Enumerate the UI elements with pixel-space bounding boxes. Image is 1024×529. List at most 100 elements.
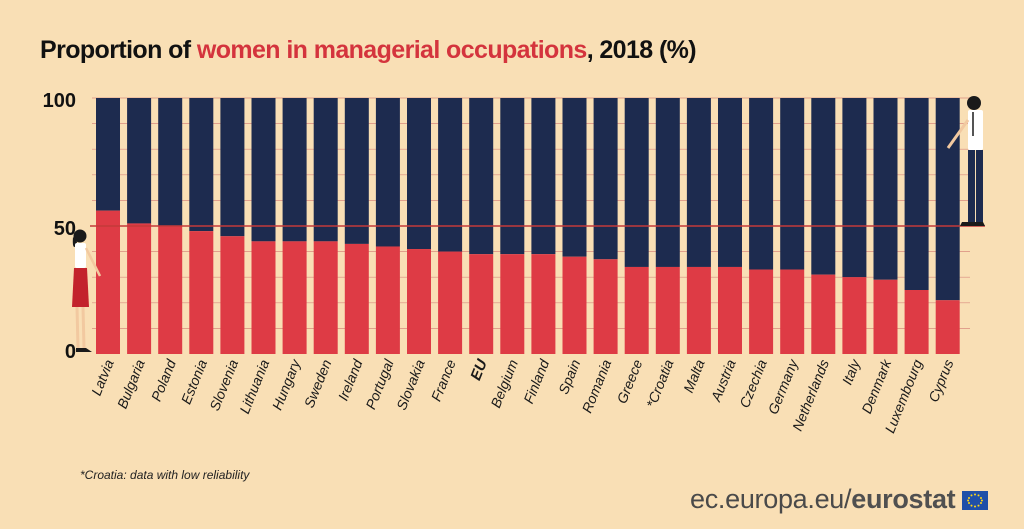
bar-women xyxy=(127,223,152,354)
bar-women xyxy=(158,226,183,354)
bar-men xyxy=(500,98,525,255)
bar-men xyxy=(562,98,587,257)
bar-men xyxy=(220,98,245,237)
y-axis: 0 50 100 xyxy=(43,90,76,363)
x-tick-label: Slovenia xyxy=(206,357,241,413)
title-suffix: , 2018 (%) xyxy=(586,36,697,64)
x-tick-label: Lithuania xyxy=(236,357,272,416)
x-tick-label: Hungary xyxy=(269,356,304,412)
bar-men xyxy=(469,98,494,255)
x-tick-label: Malta xyxy=(680,357,708,395)
x-tick-label: Italy xyxy=(839,356,864,387)
bar-women xyxy=(189,231,214,354)
chart-title: Proportion of women in managerial occupa… xyxy=(40,36,697,65)
bar-men xyxy=(158,98,183,226)
x-tick-label: EU xyxy=(467,356,491,383)
bar-women xyxy=(562,256,587,354)
x-tick-label: Sweden xyxy=(301,357,335,410)
man-figure xyxy=(946,96,985,226)
bar-women xyxy=(220,236,245,354)
x-tick-label: *Croatia xyxy=(643,357,677,410)
eu-flag-icon xyxy=(962,491,988,510)
bar-women xyxy=(935,300,960,354)
y-tick-label: 0 xyxy=(65,341,76,363)
x-tick-label: Slovakia xyxy=(393,357,428,412)
source-link[interactable]: ec.europa.eu/eurostat xyxy=(690,484,956,515)
x-tick-label: Portugal xyxy=(362,356,397,411)
bar-women xyxy=(500,254,525,354)
bar-women xyxy=(842,277,867,354)
bar-women xyxy=(313,241,338,354)
bar-women xyxy=(593,259,618,354)
bars xyxy=(96,98,960,354)
bar-men xyxy=(904,98,929,290)
bar-men xyxy=(127,98,152,224)
bar-men xyxy=(282,98,307,242)
x-tick-label: Cyprus xyxy=(925,357,956,404)
bar-men xyxy=(655,98,680,267)
bar-women xyxy=(96,210,120,354)
x-tick-label: Austria xyxy=(707,357,739,405)
x-tick-label: Belgium xyxy=(487,357,521,410)
bar-women xyxy=(873,279,898,354)
bar-women xyxy=(655,266,680,354)
y-tick-label: 50 xyxy=(54,218,76,240)
bar-men xyxy=(686,98,711,267)
x-tick-label: Poland xyxy=(148,356,180,404)
bar-women xyxy=(811,274,836,354)
x-tick-label: Romania xyxy=(579,357,615,415)
bar-women xyxy=(344,243,369,354)
bar-men xyxy=(189,98,214,232)
title-highlight: women in managerial occupations xyxy=(196,36,587,64)
x-tick-label: Estonia xyxy=(178,357,210,406)
bar-women xyxy=(624,266,649,354)
bar-men xyxy=(251,98,276,242)
bar-men xyxy=(407,98,431,250)
bar-women xyxy=(282,241,307,354)
x-tick-label: Spain xyxy=(555,357,583,396)
bar-women xyxy=(718,266,742,354)
bar-women xyxy=(686,266,711,354)
bar-women xyxy=(375,246,400,354)
source-domain: ec.europa.eu/ xyxy=(690,484,852,514)
bar-women xyxy=(469,254,494,354)
x-tick-label: Germany xyxy=(765,356,802,416)
title-prefix: Proportion of xyxy=(40,36,197,64)
bar-women xyxy=(904,290,929,354)
y-tick-label: 100 xyxy=(43,90,76,112)
x-tick-label: Denmark xyxy=(858,356,894,416)
bar-men xyxy=(438,98,463,252)
x-tick-label: France xyxy=(428,357,459,404)
bar-men xyxy=(593,98,618,260)
bar-women xyxy=(531,254,556,354)
x-tick-label: Czechia xyxy=(736,357,770,410)
woman-figure xyxy=(72,229,102,352)
x-tick-label: Bulgaria xyxy=(114,357,148,411)
bar-women xyxy=(407,249,431,354)
bar-men xyxy=(624,98,649,267)
bar-men xyxy=(873,98,898,280)
bar-men xyxy=(780,98,805,270)
bar-men xyxy=(531,98,556,255)
x-tick-label: Finland xyxy=(520,356,552,406)
bar-women xyxy=(749,269,774,354)
bar-women xyxy=(780,269,805,354)
bar-women xyxy=(438,251,463,354)
x-tick-label: Latvia xyxy=(88,357,117,398)
bar-men xyxy=(935,98,960,301)
bar-men xyxy=(718,98,742,267)
bar-men xyxy=(842,98,867,278)
x-tick-label: Greece xyxy=(613,357,645,406)
source-name: eurostat xyxy=(851,484,956,514)
bar-men xyxy=(375,98,400,247)
x-tick-label: Ireland xyxy=(335,356,366,403)
bar-men xyxy=(749,98,774,270)
bar-men xyxy=(313,98,338,242)
footnote: *Croatia: data with low reliability xyxy=(80,468,250,482)
bar-men xyxy=(344,98,369,244)
bar-men xyxy=(96,98,120,211)
bar-men xyxy=(811,98,836,275)
bar-women xyxy=(251,241,276,354)
